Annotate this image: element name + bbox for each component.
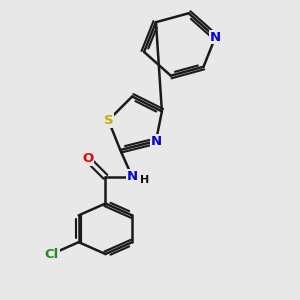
Text: O: O xyxy=(82,152,93,165)
Text: S: S xyxy=(103,114,113,127)
Text: Cl: Cl xyxy=(45,248,59,260)
Text: H: H xyxy=(140,175,149,185)
Text: N: N xyxy=(210,31,221,44)
Text: N: N xyxy=(127,170,138,183)
Text: N: N xyxy=(150,135,161,148)
